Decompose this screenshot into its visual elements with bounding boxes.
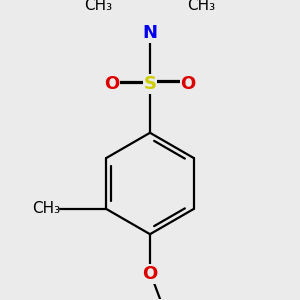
Text: S: S — [143, 75, 157, 93]
Text: CH₃: CH₃ — [85, 0, 112, 13]
Text: O: O — [104, 75, 120, 93]
Text: O: O — [142, 265, 158, 283]
Text: CH₃: CH₃ — [188, 0, 215, 13]
Text: CH₃: CH₃ — [32, 201, 60, 216]
Text: O: O — [180, 75, 196, 93]
Text: N: N — [142, 24, 158, 42]
